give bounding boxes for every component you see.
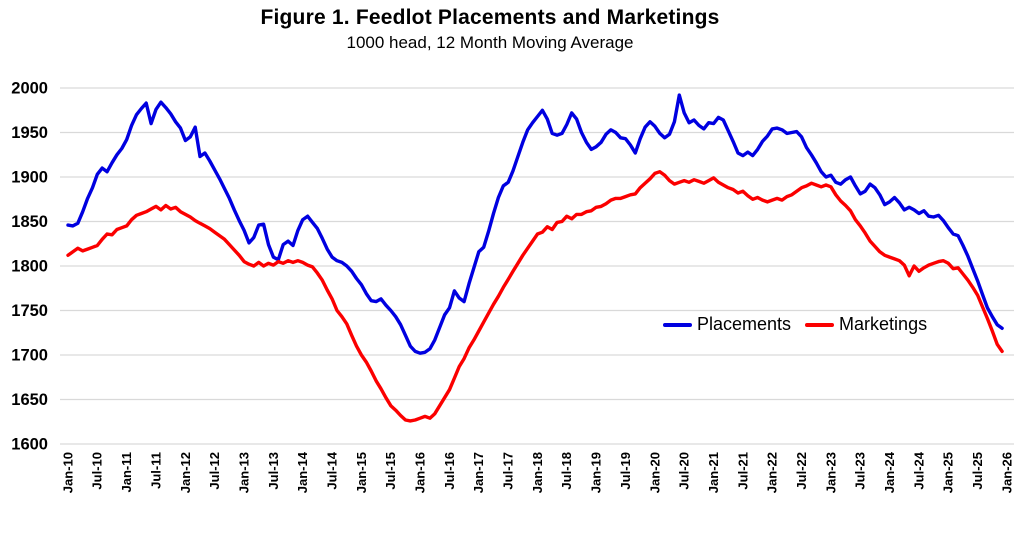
x-axis-tick-label-Jan-14: Jan-14 (295, 451, 310, 493)
x-axis-tick-label-Jul-20: Jul-20 (677, 452, 692, 490)
x-axis-tick-label-Jul-14: Jul-14 (325, 451, 340, 489)
x-axis-tick-label-Jul-18: Jul-18 (559, 452, 574, 490)
y-axis-tick-label-1750: 1750 (11, 302, 48, 320)
y-axis-tick-label-1650: 1650 (11, 391, 48, 409)
x-axis-tick-label-Jan-19: Jan-19 (589, 452, 604, 493)
y-axis-tick-label-1850: 1850 (11, 213, 48, 231)
x-axis-tick-label-Jul-13: Jul-13 (266, 452, 281, 490)
x-axis-tick-label-Jan-10: Jan-10 (60, 452, 75, 493)
x-axis-tick-label-Jul-22: Jul-22 (794, 452, 809, 490)
x-axis-tick-label-Jan-22: Jan-22 (765, 452, 780, 493)
x-axis-tick-label-Jul-24: Jul-24 (911, 451, 926, 489)
y-axis-tick-label-1800: 1800 (11, 258, 48, 276)
x-axis-tick-label-Jul-19: Jul-19 (618, 452, 633, 490)
y-axis-tick-label-2000: 2000 (11, 80, 48, 98)
x-axis-tick-label-Jan-25: Jan-25 (941, 452, 956, 493)
x-axis-tick-label-Jul-16: Jul-16 (442, 452, 457, 490)
x-axis-tick-label-Jan-11: Jan-11 (119, 452, 134, 492)
x-axis-tick-label-Jul-15: Jul-15 (383, 452, 398, 490)
legend-label-marketings: Marketings (839, 314, 928, 334)
x-axis-tick-label-Jan-15: Jan-15 (354, 452, 369, 493)
y-axis-tick-label-1600: 1600 (11, 436, 48, 454)
x-axis-tick-label-Jul-11: Jul-11 (148, 452, 163, 489)
x-axis-tick-label-Jul-12: Jul-12 (207, 452, 222, 490)
x-axis-tick-label-Jan-16: Jan-16 (413, 452, 428, 493)
marketings-line-swatch-icon (805, 322, 835, 327)
legend: Placements Marketings (663, 314, 927, 335)
x-axis-tick-label-Jan-21: Jan-21 (706, 452, 721, 493)
x-axis-tick-label-Jul-25: Jul-25 (970, 452, 985, 490)
x-axis-tick-label-Jul-10: Jul-10 (90, 452, 105, 490)
x-axis-tick-label-Jul-21: Jul-21 (735, 452, 750, 490)
x-axis-tick-label-Jan-13: Jan-13 (237, 452, 252, 493)
x-axis-tick-label-Jan-17: Jan-17 (471, 452, 486, 493)
x-axis-tick-label-Jan-23: Jan-23 (823, 452, 838, 493)
legend-label-placements: Placements (697, 314, 792, 334)
y-axis-tick-label-1950: 1950 (11, 124, 48, 142)
x-axis-tick-label-Jul-17: Jul-17 (501, 452, 516, 490)
x-axis-tick-label-Jan-12: Jan-12 (178, 452, 193, 493)
legend-item-placements: Placements (663, 314, 791, 335)
x-axis-tick-label-Jan-20: Jan-20 (647, 452, 662, 493)
x-axis-tick-label-Jan-24: Jan-24 (882, 451, 897, 493)
marketings-line (66, 169, 1004, 423)
y-axis-tick-label-1700: 1700 (11, 347, 48, 365)
x-axis-tick-label-Jan-26: Jan-26 (999, 452, 1014, 493)
legend-item-marketings: Marketings (805, 314, 927, 335)
placements-line (66, 93, 1004, 355)
x-axis-tick-label-Jul-23: Jul-23 (853, 452, 868, 490)
placements-line-swatch-icon (663, 322, 692, 327)
y-axis-tick-label-1900: 1900 (11, 169, 48, 187)
x-axis-tick-label-Jan-18: Jan-18 (530, 452, 545, 493)
